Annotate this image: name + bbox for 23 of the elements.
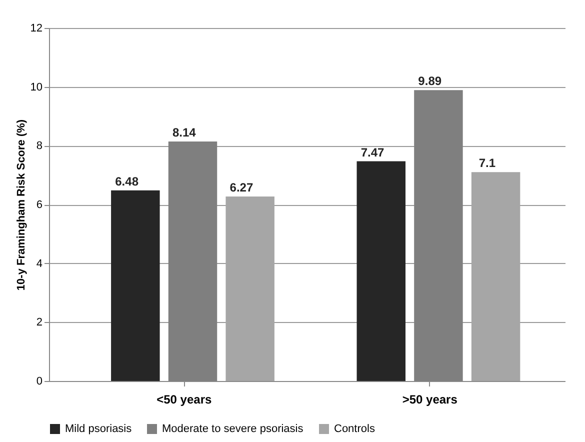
- legend-label: Controls: [334, 423, 376, 435]
- y-tick-label: 4: [36, 258, 42, 270]
- bar: [471, 172, 520, 381]
- data-label: 9.89: [418, 74, 442, 88]
- y-tick-label: 0: [36, 376, 42, 388]
- y-axis-title: 10-y Framingham Risk Score (%): [15, 119, 28, 291]
- data-label: 6.27: [230, 180, 254, 195]
- y-tick-label: 8: [36, 140, 42, 152]
- data-label: 8.14: [172, 126, 196, 140]
- legend-label: Moderate to severe psoriasis: [162, 423, 304, 435]
- y-tick-label: 2: [36, 316, 42, 329]
- legend-label: Mild psoriasis: [65, 423, 132, 435]
- y-tick-label: 12: [30, 22, 42, 34]
- bar: [226, 196, 274, 381]
- data-label: 7.1: [478, 156, 496, 170]
- bar: [111, 190, 160, 381]
- x-tick-label: <50 years: [156, 392, 212, 406]
- y-tick-label: 10: [30, 81, 42, 94]
- bar: [356, 161, 406, 381]
- data-label: 7.47: [360, 145, 385, 160]
- y-tick-label: 6: [36, 199, 42, 211]
- x-tick-label: >50 years: [402, 392, 458, 406]
- data-label: 6.48: [115, 174, 139, 188]
